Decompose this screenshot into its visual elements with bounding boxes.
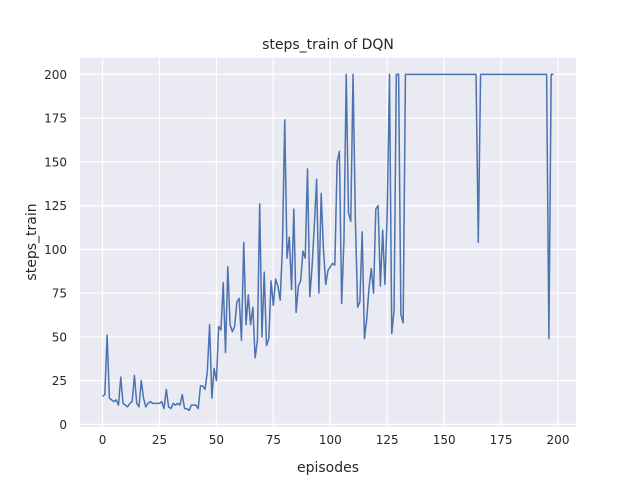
y-tick-label: 25 bbox=[52, 374, 67, 388]
y-tick-label: 175 bbox=[44, 112, 67, 126]
x-tick-label: 100 bbox=[319, 433, 342, 447]
y-tick-label: 200 bbox=[44, 68, 67, 82]
y-tick-label: 50 bbox=[52, 330, 67, 344]
series-line bbox=[102, 73, 554, 412]
x-tick-label: 25 bbox=[152, 433, 167, 447]
y-tick-label: 75 bbox=[52, 287, 67, 301]
x-tick-label: 200 bbox=[547, 433, 570, 447]
x-tick-labels: 0 25 50 75 100 125 150 175 200 bbox=[99, 433, 570, 447]
grid bbox=[80, 57, 576, 428]
y-tick-label: 0 bbox=[59, 418, 67, 432]
y-tick-labels: 0 25 50 75 100 125 150 175 200 bbox=[44, 68, 67, 432]
x-tick-label: 175 bbox=[490, 433, 513, 447]
plot-area bbox=[80, 57, 576, 428]
x-tick-label: 0 bbox=[99, 433, 107, 447]
x-tick-label: 75 bbox=[266, 433, 281, 447]
y-tick-label: 100 bbox=[44, 243, 67, 257]
y-axis-label: steps_train bbox=[24, 203, 40, 280]
chart-title: steps_train of DQN bbox=[262, 37, 394, 53]
y-tick-label: 150 bbox=[44, 155, 67, 169]
x-tick-label: 50 bbox=[209, 433, 224, 447]
x-tick-label: 125 bbox=[376, 433, 399, 447]
y-tick-label: 125 bbox=[44, 199, 67, 213]
x-axis-label: episodes bbox=[297, 460, 359, 476]
x-tick-label: 150 bbox=[433, 433, 456, 447]
